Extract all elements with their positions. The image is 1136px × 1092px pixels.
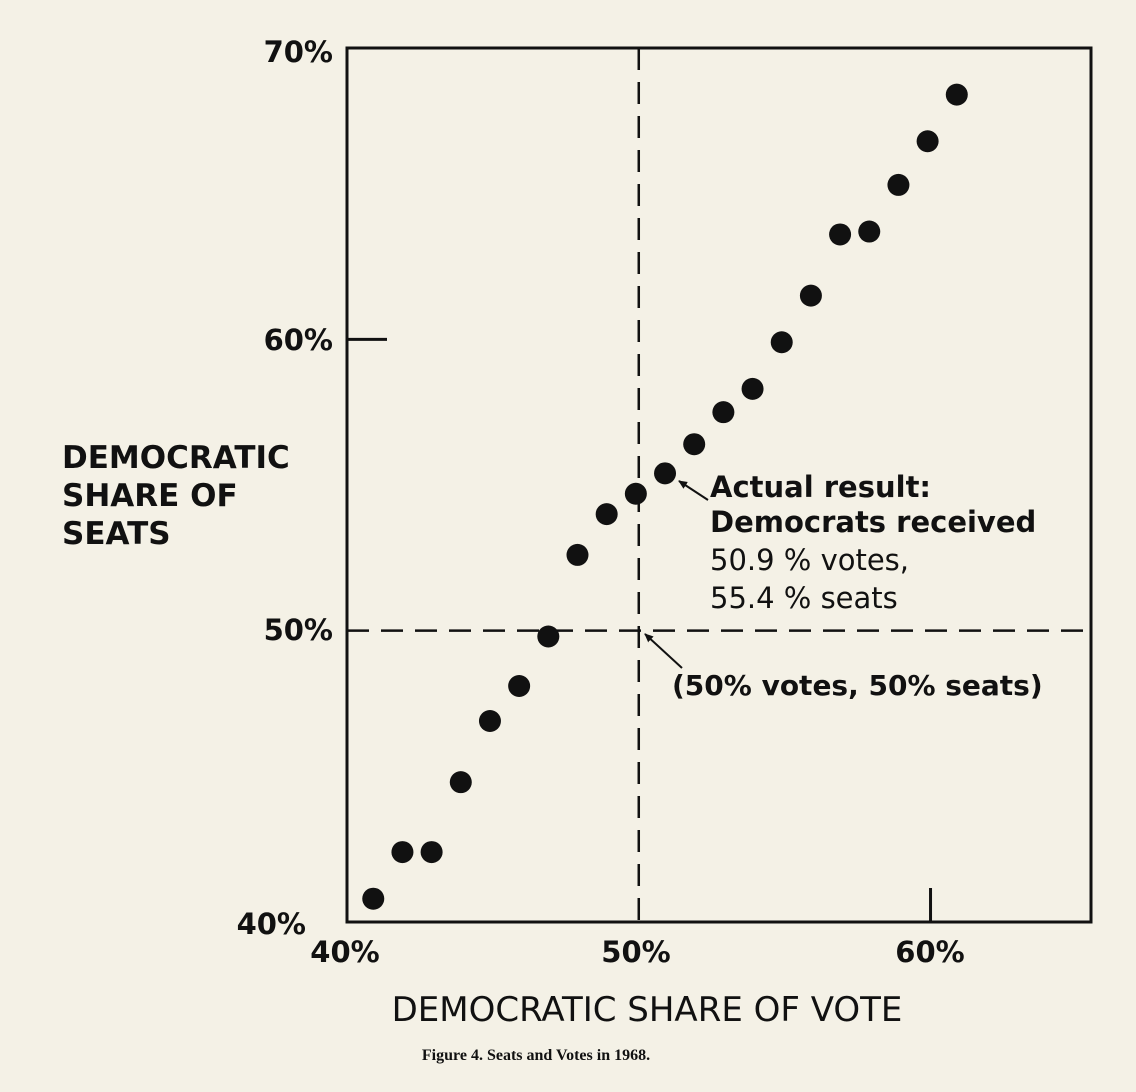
tick-marks [347,337,933,922]
annotation-fifty-fifty-arrow [644,633,683,669]
y-tick-label-60: 60% [264,323,333,357]
data-point-13 [712,401,735,424]
data-point-18 [858,220,881,243]
y-axis-tick-labels: 70% 60% 50% 40% [237,35,333,941]
y-axis-label: DEMOCRATIC SHARE OF SEATS [62,440,290,552]
data-point-7 [537,625,560,648]
y-tick-label-70: 70% [264,35,333,69]
data-point-8 [566,543,589,566]
annotation-fifty-fifty-text: (50% votes, 50% seats) [672,669,1043,702]
data-point-21 [945,83,968,106]
y-axis-label-line-3: SEATS [62,516,171,552]
annotation-actual-line-2: Democrats received [710,505,1036,539]
annotation-actual-result: Actual result: Democrats received 50.9 %… [678,470,1036,615]
x-tick-label-40: 40% [310,935,379,969]
reference-lines [347,48,1091,922]
x-tick-label-50: 50% [601,935,670,969]
data-point-16 [799,284,822,307]
figure-caption: Figure 4. Seats and Votes in 1968. [422,1047,650,1064]
data-point-17 [829,223,852,246]
data-point-1 [362,887,385,910]
annotation-fifty-fifty: (50% votes, 50% seats) [644,633,1043,702]
x-axis-label: DEMOCRATIC SHARE OF VOTE [392,990,903,1030]
annotation-actual-line-4: 55.4 % seats [710,581,898,615]
annotation-actual-line-3: 50.9 % votes, [710,543,909,577]
data-point-5 [478,709,501,732]
data-point-3 [420,841,443,864]
data-point-19 [887,173,910,196]
data-point-10 [624,482,647,505]
annotation-actual-line-1: Actual result: [710,470,931,504]
data-point-6 [508,675,531,698]
y-axis-label-line-2: SHARE OF [62,478,238,514]
data-points [362,83,968,910]
data-point-2 [391,841,414,864]
data-point-4 [449,771,472,794]
y-axis-label-line-1: DEMOCRATIC [62,440,290,476]
data-point-12 [683,433,706,456]
data-point-11 [654,462,677,485]
y-tick-label-50: 50% [264,613,333,647]
x-axis-tick-labels: 40% 50% 60% [310,935,964,969]
data-point-14 [741,377,764,400]
plot-frame [345,46,1093,924]
data-point-9 [595,503,618,526]
y-tick-label-40: 40% [237,907,306,941]
annotation-actual-arrow [678,480,709,501]
x-tick-label-60: 60% [895,935,964,969]
data-point-20 [916,130,939,153]
data-point-15 [770,331,793,354]
